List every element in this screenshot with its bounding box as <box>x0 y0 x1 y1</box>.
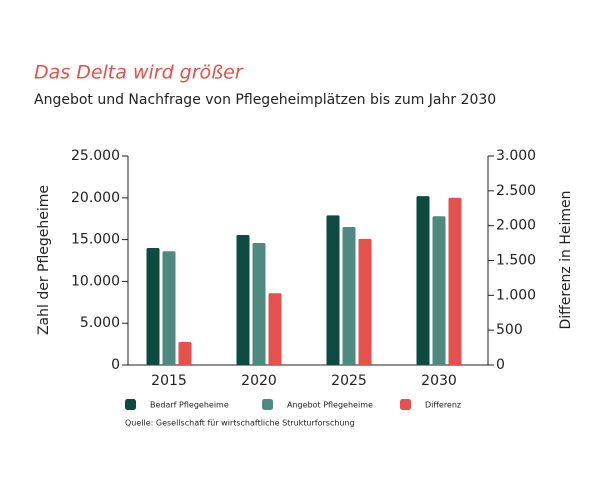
y2-tick-label: 2.500 <box>496 183 536 199</box>
bar <box>236 235 250 365</box>
y2-tick-label: 1.500 <box>496 253 536 269</box>
legend-label: Angebot Pflegeheime <box>287 401 373 410</box>
x-tick-label: 2015 <box>151 373 187 389</box>
legend-label: Bedarf Pflegeheime <box>150 401 229 410</box>
y2-tick-label: 1.000 <box>496 287 536 303</box>
legend-swatch <box>400 399 411 410</box>
y-tick-label: 20.000 <box>71 190 120 206</box>
bar <box>178 342 192 365</box>
source-note: Quelle: Gesellschaft für wirtschaftliche… <box>125 419 355 428</box>
y2-tick-label: 2.000 <box>496 218 536 234</box>
bar <box>146 247 160 365</box>
legend-label: Differenz <box>425 401 461 410</box>
bar <box>342 227 356 365</box>
y2-axis-title: Differenz in Heimen <box>558 190 574 329</box>
bar <box>268 293 282 365</box>
x-tick-label: 2020 <box>241 373 277 389</box>
y-tick-label: 25.000 <box>71 148 120 164</box>
bar <box>326 215 340 365</box>
y-tick-label: 15.000 <box>71 232 120 248</box>
y2-tick-label: 3.000 <box>496 148 536 164</box>
legend-swatch <box>262 399 273 410</box>
x-tick-label: 2030 <box>421 373 457 389</box>
y-tick-label: 10.000 <box>71 273 120 289</box>
bar <box>432 216 446 365</box>
y2-tick-label: 500 <box>496 322 523 338</box>
bar <box>416 196 430 365</box>
x-tick-label: 2025 <box>331 373 367 389</box>
legend-swatch <box>125 399 136 410</box>
bar <box>252 242 266 365</box>
y-tick-label: 5.000 <box>80 315 120 331</box>
y2-tick-label: 0 <box>496 357 505 373</box>
bar <box>448 197 462 365</box>
y-axis-title: Zahl der Pflegeheime <box>36 185 52 335</box>
y-tick-label: 0 <box>111 357 120 373</box>
bar <box>358 238 372 365</box>
chart-title: Das Delta wird größer <box>34 62 244 84</box>
chart-subtitle: Angebot und Nachfrage von Pflegeheimplät… <box>34 92 496 108</box>
bar <box>162 251 176 365</box>
